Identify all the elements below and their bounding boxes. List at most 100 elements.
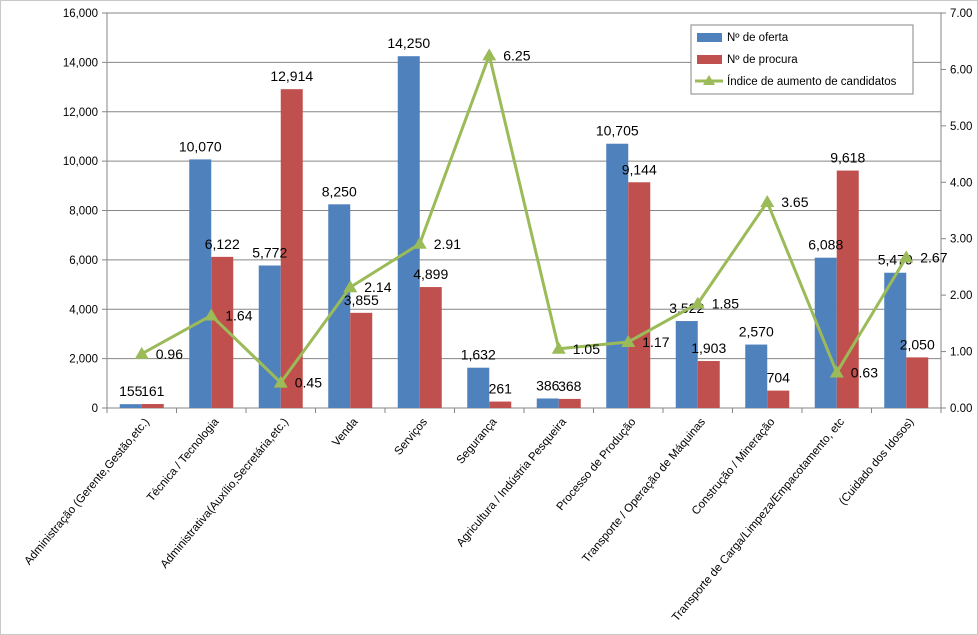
bar-data-label: 1,903 [691,340,726,356]
line-data-label: 1.05 [573,341,600,357]
category-label: Agricultura / Indústria Pesqueira [455,416,570,550]
bar-data-label: 161 [141,383,165,399]
line-marker [343,280,358,293]
bar-procura [419,287,442,408]
line-marker [621,334,636,347]
category-label: Técnica / Tecnologia [145,416,222,504]
bar-data-label: 10,070 [179,138,222,154]
right-axis-tick-label: 6.00 [950,64,972,76]
bar-data-label: 386 [536,377,560,393]
bar-oferta [884,272,907,408]
category-label: Administração (Gerente,Gestão,etc.) [22,416,152,567]
legend-swatch-marker [703,75,715,85]
bar-procura [280,89,303,409]
legend-label: Nº de oferta [727,32,789,44]
bar-data-label: 9,144 [622,161,657,177]
bar-oferta [745,344,768,408]
bar-oferta [536,398,559,408]
bar-oferta [119,404,142,408]
line-data-label: 2.91 [434,236,461,252]
category-label: Processo de Produção [555,416,639,513]
bar-oferta [814,257,837,408]
bar-data-label: 6,122 [205,236,240,252]
line-data-label: 1.85 [712,296,739,312]
bar-data-label: 1,632 [461,347,496,363]
right-axis-tick-label: 4.00 [950,177,972,189]
bar-procura [558,398,581,408]
bar-data-label: 368 [558,378,582,394]
bar-procura [489,401,512,408]
line-marker [690,296,705,309]
bar-data-label: 6,088 [808,237,843,253]
left-axis-tick-label: 4,000 [69,304,98,316]
bar-procura [767,390,790,408]
bar-data-label: 261 [489,381,513,397]
legend-label: Índice de aumento de candidatos [727,75,897,88]
bar-data-label: 10,705 [596,123,639,139]
bar-data-label: 12,914 [270,68,313,84]
line-data-label: 1.17 [642,334,669,350]
line-data-label: 2.67 [920,249,947,265]
category-label: (Cuidado dos Idosos) [837,416,917,508]
bar-procura [141,404,164,408]
line-marker [551,341,566,354]
left-axis-tick-label: 10,000 [63,156,98,168]
category-label: Segurança [455,416,500,467]
left-axis-tick-label: 12,000 [63,107,98,119]
bar-oferta [467,367,490,408]
line-marker [899,250,914,263]
bar-data-label: 3,855 [344,292,379,308]
line-series [141,53,908,385]
line-marker [412,236,427,249]
bar-procura [211,256,234,408]
line-data-label: 0.63 [851,364,878,380]
bar-data-label: 2,050 [900,336,935,352]
line-data-label: 2.14 [364,279,391,295]
left-axis-tick-label: 14,000 [63,57,98,69]
bar-data-label: 8,250 [322,183,357,199]
right-axis-tick-label: 1.00 [950,347,972,359]
line-marker [482,48,497,61]
right-axis-tick-label: 3.00 [950,234,972,246]
right-axis-tick-label: 7.00 [950,8,972,20]
bar-data-label: 9,618 [830,150,865,166]
bar-procura [628,182,651,408]
bar-data-label: 155 [119,383,143,399]
left-axis-tick-label: 2,000 [69,354,98,366]
left-axis-tick-label: 0 [92,403,98,415]
line-data-label: 0.96 [156,346,183,362]
bar-procura [697,361,720,408]
legend [690,24,914,95]
bar-procura [906,357,929,408]
left-axis-tick-label: 6,000 [69,255,98,267]
line-data-label: 0.45 [295,375,322,391]
bar-oferta [189,159,212,408]
line-marker [760,195,775,208]
bar-oferta [258,265,281,408]
bar-oferta [328,204,351,408]
bar-data-label: 4,899 [413,266,448,282]
left-axis-tick-label: 8,000 [69,206,98,218]
legend-label: Nº de procura [727,54,798,66]
category-label: Transporte / Operação de Máquinas [580,416,708,565]
line-data-label: 6.25 [503,47,530,63]
left-axis-tick-label: 16,000 [63,8,98,20]
bar-oferta [397,56,420,408]
line-marker [273,375,288,388]
bar-oferta [606,143,629,408]
right-axis-tick-label: 2.00 [950,290,972,302]
line-data-label: 3.65 [781,194,808,210]
line-marker [134,346,149,359]
bar-procura [350,312,373,408]
category-label: Serviços [393,416,431,458]
category-label: Venda [330,416,361,449]
category-label: Transporte de Carga/Limpeza/Empacotament… [670,416,847,624]
bar-data-label: 704 [767,370,791,386]
bar-data-label: 2,570 [739,324,774,340]
bar-oferta [675,321,698,408]
line-marker [204,308,219,321]
bar-data-label: 14,250 [387,35,430,51]
bar-data-label: 5,772 [252,245,287,261]
category-label: Administrativa(Auxílio,Secretária,etc.) [159,416,292,571]
